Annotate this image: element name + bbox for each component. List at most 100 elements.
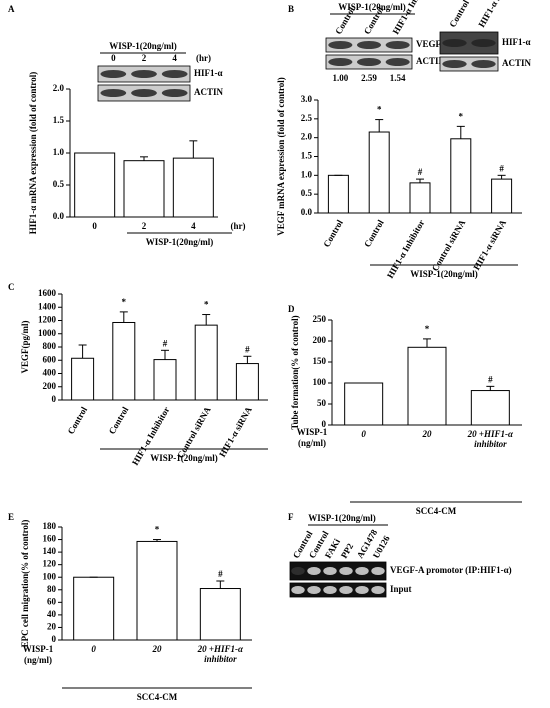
y-tick-label: 400: [43, 368, 57, 378]
blot-band: [328, 41, 353, 49]
y-tick-label: 1000: [38, 328, 57, 338]
y-tick-label: 100: [313, 377, 327, 387]
significance-mark: #: [418, 167, 423, 177]
y-tick-label: 0: [322, 419, 327, 429]
lane-label: 4: [172, 53, 177, 63]
lane-label: Control: [447, 0, 471, 29]
blot-row-label: ACTIN: [416, 56, 446, 66]
y-tick-label: 2.5: [301, 113, 313, 123]
y-tick-label: 800: [43, 341, 57, 351]
significance-mark: *: [155, 525, 160, 535]
y-tick-label: 0.0: [301, 207, 313, 217]
blot-band: [100, 89, 127, 97]
bar: [368, 131, 390, 214]
bar: [409, 182, 431, 214]
blot-band: [323, 567, 337, 575]
bar: [470, 390, 510, 426]
lane-label: Control: [333, 5, 357, 36]
y-tick-label: 3.0: [301, 94, 313, 104]
blot-band: [291, 586, 305, 594]
blot-row-label: Input: [390, 584, 412, 594]
y-axis-title: EPC cell migration(% of control): [20, 520, 30, 648]
bar: [112, 321, 136, 401]
blot-band: [442, 60, 467, 68]
blot-row-label: ACTIN: [194, 87, 224, 97]
y-tick-label: 1400: [38, 301, 57, 311]
significance-mark: #: [488, 374, 493, 384]
y-tick-label: 1200: [38, 315, 57, 325]
group-label: WISP-1(20ng/ml): [150, 453, 218, 463]
blot-strip: [439, 31, 499, 55]
significance-mark: #: [163, 338, 168, 348]
y-tick-label: 120: [43, 559, 57, 569]
blot-band: [356, 41, 382, 49]
lane-label: PP2: [339, 541, 356, 560]
blot-band: [355, 586, 369, 594]
significance-mark: *: [377, 105, 382, 115]
group-label: SCC4-CM: [416, 506, 457, 516]
blot-band: [371, 586, 385, 594]
lane-label: 2: [142, 53, 147, 63]
lane-label: 0: [111, 53, 116, 63]
x-tick-label: 20: [152, 644, 162, 654]
y-axis-title: VEGF mRNA expression (fold of control): [276, 77, 286, 236]
x-tick-label: Control: [66, 405, 90, 436]
bar: [153, 359, 177, 401]
group-label: WISP-1(20ng/ml): [410, 269, 478, 279]
y-tick-label: 1.0: [301, 169, 313, 179]
y-tick-label: 150: [313, 356, 327, 366]
x-tick-label: 20 +HIF1-α inhibitor: [197, 644, 244, 664]
significance-mark: *: [122, 297, 127, 307]
y-tick-label: 20: [47, 622, 57, 632]
y-tick-label: 80: [47, 584, 57, 594]
x-prefix: (ng/ml): [298, 438, 326, 448]
blot-unit: (hr): [196, 53, 211, 63]
blot-band: [385, 58, 410, 66]
blot-band: [356, 58, 382, 66]
x-prefix: (ng/ml): [24, 655, 52, 665]
panel-letter: E: [8, 512, 14, 522]
bar: [73, 576, 115, 641]
y-axis-title: Tube formation(% of control): [290, 315, 300, 429]
y-tick-label: 140: [43, 546, 57, 556]
x-tick-label: Control: [362, 218, 386, 249]
significance-mark: *: [459, 111, 464, 121]
bar: [172, 157, 214, 218]
bar: [199, 588, 241, 641]
y-tick-label: 40: [47, 609, 57, 619]
panel-letter: B: [288, 4, 294, 14]
x-tick-label: 0: [361, 429, 366, 439]
bar: [407, 346, 447, 426]
y-tick-label: 180: [43, 521, 57, 531]
bar: [74, 152, 116, 218]
blot-band: [328, 58, 353, 66]
band-ratio: 2.59: [361, 73, 377, 83]
group-label: WISP-1(20ng/ml): [146, 237, 214, 247]
blot-band: [307, 567, 321, 575]
blot-band: [471, 60, 496, 68]
y-tick-label: 2.0: [53, 83, 65, 93]
blot-title: WISP-1(20ng/ml): [338, 2, 406, 12]
significance-mark: #: [499, 163, 504, 173]
y-tick-label: 50: [317, 398, 327, 408]
blot-row-label: HIF1-α: [194, 68, 223, 78]
lane-label: HIF1-α siRNA: [476, 0, 513, 29]
x-tick-label: Control siRNA: [175, 405, 213, 460]
bar: [327, 174, 349, 214]
y-tick-label: 200: [43, 381, 57, 391]
y-tick-label: 0.0: [53, 211, 65, 221]
y-tick-label: 1.0: [53, 147, 65, 157]
blot-band: [161, 70, 188, 78]
blot-band: [471, 39, 496, 47]
y-tick-label: 1.5: [53, 115, 65, 125]
x-tick-label: 20 +HIF1-α inhibitor: [467, 429, 514, 449]
y-tick-label: 0: [52, 634, 57, 644]
blot-band: [339, 567, 353, 575]
bar: [136, 540, 178, 641]
y-tick-label: 600: [43, 354, 57, 364]
blot-band: [323, 586, 337, 594]
y-tick-label: 60: [47, 596, 57, 606]
band-ratio: 1.00: [332, 73, 348, 83]
blot-row-label: VEGF-A promotor (IP:HIF1-α): [390, 565, 512, 575]
